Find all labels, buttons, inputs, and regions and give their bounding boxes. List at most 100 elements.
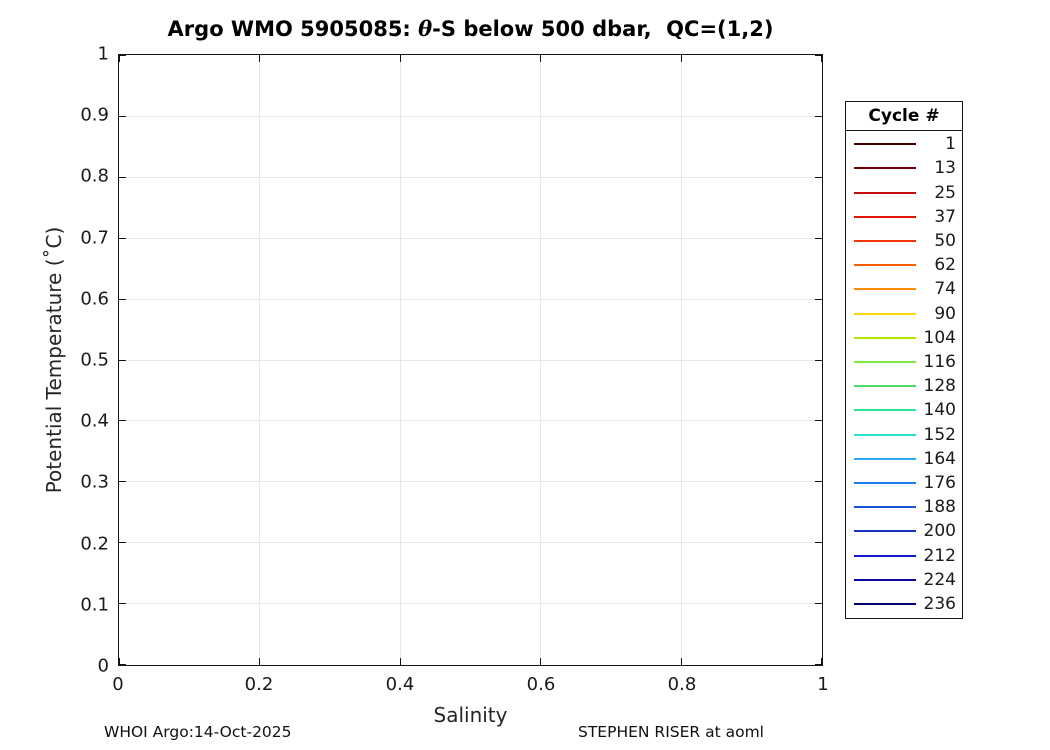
- grid-line-horizontal: [119, 115, 822, 117]
- legend-label: 200: [923, 521, 956, 542]
- x-tick-mark: [399, 55, 401, 62]
- y-tick-mark: [119, 298, 126, 300]
- legend-row: 74: [846, 277, 962, 301]
- legend-label: 37: [934, 206, 956, 227]
- legend-label: 50: [934, 230, 956, 251]
- grid-line-horizontal: [119, 420, 822, 422]
- legend-entries: 1 13 25 37 50 62 74 90 104 116 128 140 152 164 176 188 2…: [846, 132, 962, 616]
- legend-line-sample: [854, 336, 916, 339]
- y-tick-mark: [815, 298, 822, 300]
- y-tick-label: 0.2: [80, 533, 109, 555]
- legend-line-sample: [854, 264, 916, 267]
- y-tick-mark: [119, 481, 126, 483]
- y-tick-label: 0.3: [80, 471, 109, 493]
- x-tick-mark: [540, 55, 542, 62]
- legend-line-sample: [854, 360, 916, 363]
- legend-row: 1: [846, 132, 962, 156]
- legend-row: 200: [846, 519, 962, 543]
- x-tick-label: 0.6: [526, 674, 556, 695]
- x-tick-label: 0.2: [244, 674, 274, 695]
- y-tick-mark: [119, 542, 126, 544]
- legend-row: 236: [846, 592, 962, 616]
- legend-row: 224: [846, 568, 962, 592]
- legend-label: 224: [923, 569, 956, 590]
- legend-row: 128: [846, 374, 962, 398]
- legend-line-sample: [854, 554, 916, 557]
- legend-line-sample: [854, 288, 916, 291]
- y-tick-label: 0.5: [80, 349, 109, 371]
- x-tick-label: 0.8: [667, 674, 697, 695]
- legend-label: 212: [923, 545, 956, 566]
- grid-line-horizontal: [119, 298, 822, 300]
- y-tick-mark: [815, 542, 822, 544]
- x-tick-mark: [680, 658, 682, 665]
- grid-line-horizontal: [119, 359, 822, 361]
- legend-line-sample: [854, 312, 916, 315]
- legend-label: 74: [934, 279, 956, 300]
- y-tick-label: 0.8: [80, 165, 109, 187]
- legend-line-sample: [854, 578, 916, 581]
- y-tick-mark: [119, 115, 126, 117]
- legend-row: 212: [846, 543, 962, 567]
- y-tick-label: 0.9: [80, 104, 109, 126]
- legend-line-sample: [854, 602, 916, 605]
- x-tick-mark: [259, 658, 261, 665]
- legend-line-sample: [854, 143, 916, 146]
- x-tick-mark: [821, 658, 822, 665]
- legend-line-sample: [854, 215, 916, 218]
- legend-line-sample: [854, 481, 916, 484]
- grid-line-horizontal: [119, 237, 822, 239]
- legend-row: 152: [846, 422, 962, 446]
- footer-credit-right: STEPHEN RISER at aoml: [578, 723, 764, 741]
- legend-label: 13: [934, 158, 956, 179]
- legend-line-sample: [854, 191, 916, 194]
- theta-symbol: θ: [418, 16, 433, 41]
- legend-row: 25: [846, 180, 962, 204]
- x-tick-mark: [119, 658, 120, 665]
- y-tick-mark: [815, 176, 822, 178]
- y-tick-mark: [119, 176, 126, 178]
- legend-label: 128: [923, 376, 956, 397]
- x-tick-mark: [259, 55, 261, 62]
- x-tick-mark: [399, 658, 401, 665]
- legend-label: 90: [934, 303, 956, 324]
- legend-line-sample: [854, 167, 916, 170]
- legend-row: 13: [846, 156, 962, 180]
- grid-line-horizontal: [119, 481, 822, 483]
- legend-line-sample: [854, 239, 916, 242]
- legend: Cycle # 1 13 25 37 50 62 74 90 104 116 128 140 152 16…: [845, 101, 963, 619]
- legend-label: 1: [945, 134, 956, 155]
- grid-line-horizontal: [119, 603, 822, 605]
- y-tick-mark: [119, 237, 126, 239]
- y-tick-mark: [815, 481, 822, 483]
- y-tick-mark: [815, 237, 822, 239]
- grid-line-horizontal: [119, 176, 822, 178]
- plot-area: [118, 54, 823, 666]
- y-tick-mark: [119, 55, 126, 56]
- legend-row: 50: [846, 229, 962, 253]
- legend-line-sample: [854, 409, 916, 412]
- legend-row: 176: [846, 471, 962, 495]
- plot-title-suffix: -S below 500 dbar, QC=(1,2): [432, 17, 774, 41]
- y-tick-label: 0: [97, 655, 109, 677]
- y-tick-label: 0.6: [80, 288, 109, 310]
- legend-label: 236: [923, 593, 956, 614]
- y-tick-label: 1: [97, 43, 109, 65]
- plot-title: Argo WMO 5905085: θ-S below 500 dbar, QC…: [118, 16, 823, 41]
- legend-label: 104: [923, 327, 956, 348]
- legend-row: 116: [846, 350, 962, 374]
- legend-row: 188: [846, 495, 962, 519]
- legend-label: 140: [923, 400, 956, 421]
- y-tick-mark: [815, 115, 822, 117]
- grid-line-horizontal: [119, 542, 822, 544]
- legend-label: 152: [923, 424, 956, 445]
- legend-title: Cycle #: [846, 102, 962, 131]
- x-tick-label: 0: [112, 674, 124, 695]
- legend-row: 164: [846, 447, 962, 471]
- plot-title-prefix: Argo WMO 5905085:: [167, 17, 419, 41]
- y-tick-mark: [815, 55, 822, 56]
- legend-label: 25: [934, 182, 956, 203]
- y-tick-label: 0.1: [80, 594, 109, 616]
- x-tick-label: 0.4: [385, 674, 415, 695]
